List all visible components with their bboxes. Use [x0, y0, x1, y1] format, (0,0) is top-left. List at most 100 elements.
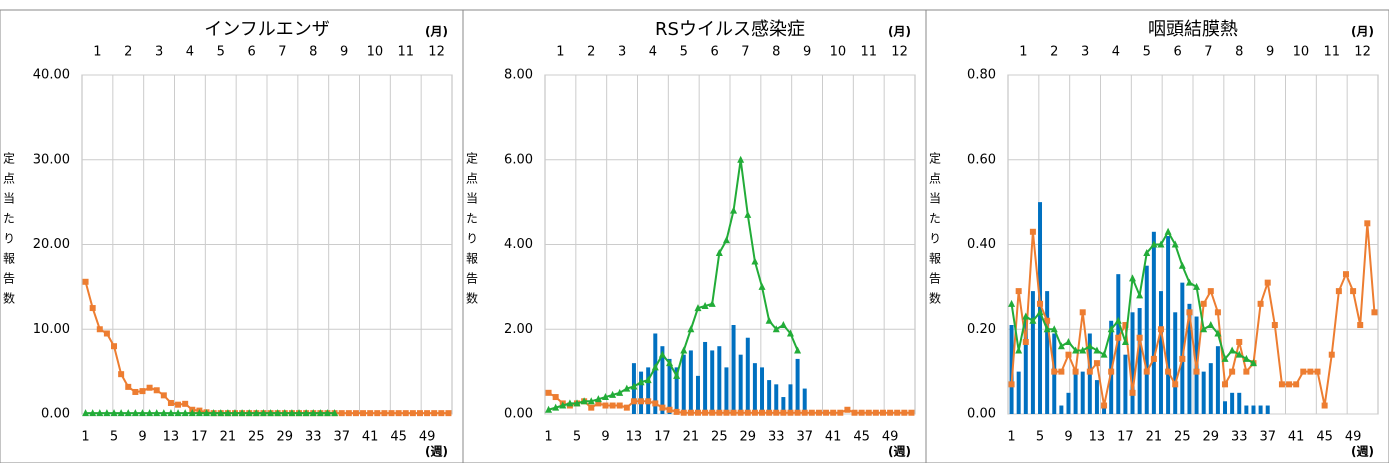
bar — [1038, 202, 1043, 414]
marker — [1029, 316, 1037, 324]
marker — [331, 409, 339, 417]
month-label: 11 — [1323, 45, 1340, 60]
marker — [1093, 346, 1101, 354]
marker — [1193, 282, 1201, 290]
marker — [1222, 381, 1229, 388]
marker — [1100, 350, 1108, 358]
month-label: 4 — [649, 45, 657, 60]
chart-panel: 咽頭結膜熱 (月) (週) 定点当たり報告数 0.00 0.20 0.40 0.60 0.80 1… — [928, 19, 1379, 459]
marker — [338, 410, 345, 417]
marker — [823, 409, 830, 416]
marker — [1200, 300, 1207, 307]
marker — [1150, 240, 1158, 248]
marker — [238, 409, 246, 417]
marker — [295, 409, 303, 417]
marker — [865, 409, 872, 416]
marker — [765, 316, 773, 324]
bar — [1223, 401, 1228, 414]
marker — [772, 325, 780, 333]
chart-panel: RSウイルス感染症 (月) (週) 定点当たり報告数 0.00 2.00 4.00 6.00 8… — [465, 19, 916, 459]
bar — [639, 371, 644, 414]
marker — [715, 248, 723, 256]
series-line — [548, 391, 912, 414]
marker — [901, 409, 908, 416]
marker — [1008, 299, 1016, 307]
marker — [709, 409, 716, 416]
x-tick-label: 49 — [1345, 430, 1362, 445]
bar — [738, 354, 743, 414]
y-axis-label: 定点当たり報告数 — [2, 151, 16, 312]
marker — [1300, 368, 1307, 375]
marker — [687, 325, 695, 333]
marker — [1178, 261, 1186, 269]
marker — [1321, 402, 1328, 409]
marker — [117, 409, 125, 417]
x-tick-label: 25 — [248, 430, 265, 445]
marker — [630, 382, 638, 390]
week-unit: (週) — [425, 444, 448, 459]
marker — [1328, 351, 1335, 358]
marker — [780, 409, 787, 416]
marker — [1101, 402, 1108, 409]
y-tick-label: 0.40 — [967, 237, 996, 252]
x-tick-label: 45 — [1316, 430, 1333, 445]
week-unit: (週) — [1351, 444, 1374, 459]
marker — [203, 409, 211, 417]
bar — [1094, 380, 1099, 414]
marker — [744, 210, 752, 218]
x-tick-label: 45 — [853, 430, 870, 445]
marker — [309, 409, 317, 417]
marker — [1015, 346, 1023, 354]
marker — [644, 376, 652, 384]
marker — [545, 389, 552, 396]
marker — [1065, 351, 1072, 358]
x-tick-label: 13 — [1089, 430, 1106, 445]
month-label: 11 — [397, 45, 414, 60]
marker — [1164, 227, 1172, 235]
marker — [1342, 271, 1349, 278]
y-tick-label: 0.00 — [504, 407, 533, 422]
marker — [110, 409, 118, 417]
marker — [1072, 346, 1080, 354]
marker — [1136, 291, 1144, 299]
x-tick-label: 1 — [1007, 430, 1015, 445]
x-tick-label: 5 — [110, 430, 118, 445]
x-tick-label: 37 — [1259, 430, 1276, 445]
marker — [438, 410, 445, 417]
marker — [288, 409, 296, 417]
marker — [1307, 368, 1314, 375]
marker — [388, 410, 395, 417]
marker — [851, 409, 858, 416]
marker — [1335, 288, 1342, 295]
marker — [759, 409, 766, 416]
marker — [274, 409, 282, 417]
bar — [1180, 282, 1185, 414]
marker — [616, 388, 624, 396]
month-label: 1 — [1019, 45, 1027, 60]
marker — [82, 409, 90, 417]
marker — [737, 409, 744, 416]
bar — [1201, 371, 1206, 414]
marker — [281, 409, 289, 417]
bar — [1009, 325, 1014, 414]
marker — [424, 410, 431, 417]
bar — [1187, 303, 1192, 414]
marker — [1157, 326, 1164, 333]
marker — [858, 409, 865, 416]
month-label: 3 — [618, 45, 626, 60]
marker — [1129, 274, 1137, 282]
marker — [786, 329, 794, 337]
marker — [160, 409, 168, 417]
marker — [779, 321, 787, 329]
y-tick-label: 0.20 — [967, 322, 996, 337]
marker — [131, 409, 139, 417]
marker — [1242, 354, 1250, 362]
marker — [210, 409, 218, 417]
marker — [623, 404, 630, 411]
marker — [138, 409, 146, 417]
bar — [688, 350, 693, 414]
marker — [766, 409, 773, 416]
y-tick-label: 10.00 — [33, 322, 70, 337]
bar — [717, 346, 722, 414]
